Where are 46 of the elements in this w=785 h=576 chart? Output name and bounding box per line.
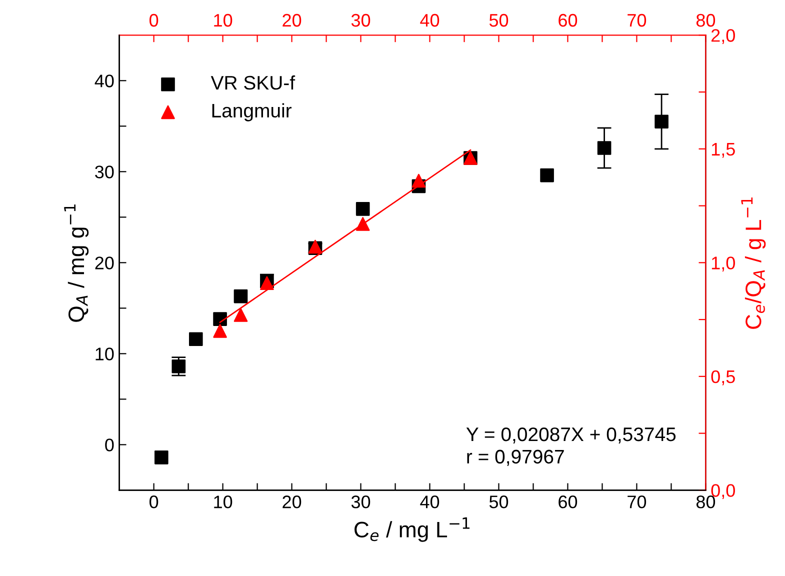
annotation: Y = 0,02087X + 0,53745 r = 0,97967 bbox=[466, 427, 676, 466]
point bbox=[597, 141, 612, 155]
point bbox=[412, 174, 426, 188]
point bbox=[234, 308, 248, 322]
point bbox=[154, 450, 168, 464]
x2-tick-label: 40 bbox=[420, 14, 440, 27]
x2-tick-label: 60 bbox=[558, 14, 578, 27]
point bbox=[213, 312, 227, 326]
y2-tick-label: 1,5 bbox=[712, 143, 735, 158]
y2-tick-label: 1,0 bbox=[712, 256, 735, 272]
x2-tick-label: 0 bbox=[150, 14, 158, 27]
x-tick-label: 20 bbox=[282, 496, 302, 508]
x-tick-label: 40 bbox=[420, 496, 440, 508]
point bbox=[540, 168, 554, 182]
point bbox=[188, 332, 203, 346]
point bbox=[234, 289, 248, 304]
x-axis-title: C$_{e}$ / mg L$^{−1}$ bbox=[354, 517, 470, 542]
x-tick-label: 0 bbox=[150, 496, 158, 508]
x2-tick-label: 30 bbox=[351, 14, 370, 27]
legend-label: VR SKU-f bbox=[210, 75, 296, 90]
x2-tick-label: 70 bbox=[628, 14, 646, 27]
point bbox=[213, 324, 227, 338]
y-tick-label: 10 bbox=[96, 348, 114, 360]
x2-tick-label: 80 bbox=[696, 14, 716, 27]
x-tick-label: 10 bbox=[214, 496, 232, 508]
x-tick-label: 70 bbox=[628, 496, 646, 508]
y-tick-label: 40 bbox=[94, 74, 114, 88]
point bbox=[260, 276, 274, 290]
x2-tick-label: 10 bbox=[214, 14, 232, 27]
y-tick-label: 30 bbox=[95, 166, 114, 178]
y-tick-label: 20 bbox=[95, 256, 114, 270]
point bbox=[654, 114, 668, 128]
y-axis-title: Q$_{A}$ / mg g$^{−1}$ bbox=[64, 204, 89, 322]
y2-axis-title: C$_{e}$/Q$_{A}$ / g L$^{−1}$ bbox=[741, 198, 766, 329]
x2-tick-label: 20 bbox=[282, 14, 302, 27]
point bbox=[356, 217, 370, 231]
y2-tick-label: 2,0 bbox=[711, 29, 735, 44]
x-tick-label: 60 bbox=[558, 496, 578, 508]
x-tick-label: 50 bbox=[489, 496, 508, 508]
y2-tick-label: 0,5 bbox=[711, 370, 735, 386]
x2-tick-label: 50 bbox=[489, 14, 508, 27]
legend-label: Langmuir bbox=[212, 103, 292, 122]
y-tick-label: 0 bbox=[105, 438, 114, 452]
point bbox=[356, 202, 370, 216]
x-tick-label: 30 bbox=[351, 496, 370, 508]
point bbox=[172, 360, 186, 374]
